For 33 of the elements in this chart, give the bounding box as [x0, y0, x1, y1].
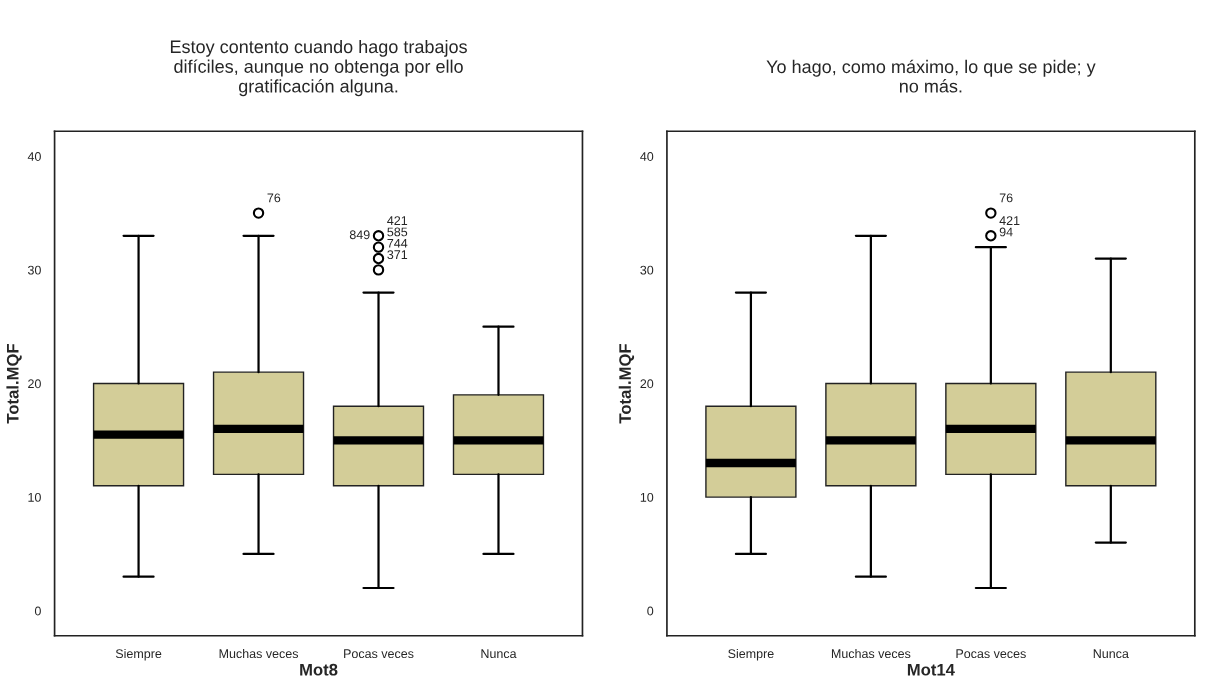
- x-tick-label: Pocas veces: [956, 649, 1026, 659]
- chart-title: Yo hago, como máximo, lo que se pide; y no más.: [766, 59, 1096, 93]
- y-tick-label: 10: [640, 492, 654, 502]
- y-tick-label: 40: [640, 152, 654, 161]
- chart-title: Estoy contento cuando hago trabajos difíciles, aunque no obtenga por ello gratificación alguna.: [170, 39, 467, 97]
- y-tick-label: 0: [647, 606, 654, 616]
- x-tick-label: Nunca: [1093, 649, 1129, 659]
- y-tick-label: 10: [28, 492, 41, 502]
- x-axis-title: Mot8: [300, 663, 338, 676]
- annotation: 585: [387, 227, 408, 237]
- y-tick-label: 20: [640, 379, 654, 389]
- x-tick-label: Muchas veces: [831, 648, 911, 659]
- annotation: 76: [267, 193, 281, 203]
- y-tick-label: 30: [640, 265, 654, 275]
- annotation: 744: [387, 239, 408, 248]
- x-tick-label: Muchas veces: [219, 648, 299, 659]
- annotation: 421: [999, 216, 1020, 225]
- y-tick-label: 30: [27, 265, 41, 275]
- y-tick-label: 40: [27, 152, 41, 161]
- annotation: 94: [999, 227, 1013, 237]
- y-tick-label: 0: [34, 606, 41, 616]
- annotation: 76: [999, 193, 1013, 203]
- x-axis-title: Mot14: [907, 663, 955, 676]
- y-axis-title: Total.MQF: [6, 343, 22, 424]
- x-tick-label: Pocas veces: [344, 649, 414, 659]
- y-axis-title: Total.MQF: [618, 343, 635, 424]
- annotation: 371: [387, 250, 408, 260]
- annotation: 421: [387, 216, 408, 225]
- x-tick-label: Siempre: [728, 648, 774, 661]
- y-tick-label: 20: [28, 379, 41, 389]
- annotation: 849: [349, 230, 370, 240]
- x-tick-label: Siempre: [115, 648, 162, 661]
- x-tick-label: Nunca: [481, 649, 517, 659]
